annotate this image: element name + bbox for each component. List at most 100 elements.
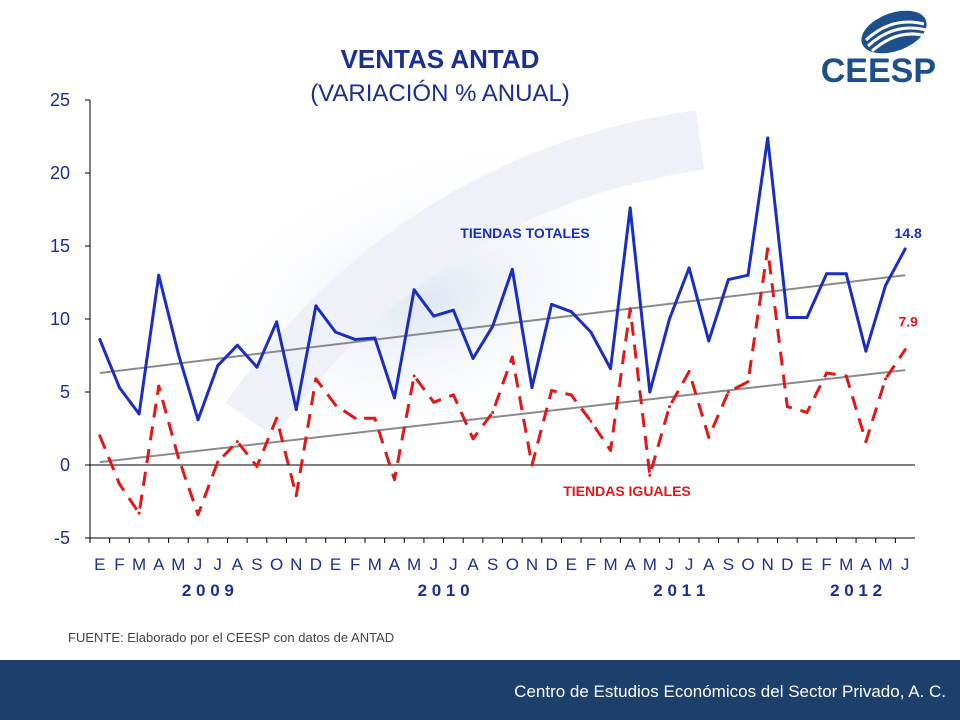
data-point (117, 482, 121, 486)
data-point (707, 339, 711, 343)
data-point (903, 348, 907, 352)
x-tick-label: F (821, 555, 831, 574)
last-value-label: 7.9 (898, 314, 918, 330)
data-point (314, 304, 318, 308)
data-point (648, 473, 652, 477)
x-tick-label: M (407, 555, 421, 574)
x-tick-label: D (310, 555, 322, 574)
x-tick-label: F (350, 555, 360, 574)
data-point (667, 317, 671, 321)
data-point (255, 464, 259, 468)
data-point (98, 337, 102, 341)
data-point (176, 352, 180, 356)
x-tick-label: A (153, 555, 165, 574)
data-point (334, 330, 338, 334)
x-tick-label: S (487, 555, 498, 574)
data-point (766, 136, 770, 140)
year-label: 2 0 1 0 (418, 581, 470, 600)
data-point (117, 386, 121, 390)
data-point (746, 273, 750, 277)
x-tick-label: A (389, 555, 401, 574)
data-point (275, 416, 279, 420)
x-tick-label: O (506, 555, 519, 574)
data-point (176, 456, 180, 460)
data-point (864, 349, 868, 353)
data-point (628, 307, 632, 311)
data-point (314, 377, 318, 381)
data-point (491, 324, 495, 328)
x-tick-label: E (801, 555, 812, 574)
data-point (510, 355, 514, 359)
x-tick-label: A (703, 555, 715, 574)
data-point (373, 416, 377, 420)
x-tick-label: A (232, 555, 244, 574)
x-tick-label: J (430, 555, 439, 574)
data-point (648, 390, 652, 394)
data-point (609, 367, 613, 371)
data-point (609, 448, 613, 452)
data-point (884, 283, 888, 287)
y-tick-label: -5 (54, 528, 70, 548)
data-point (550, 389, 554, 393)
chart-subtitle: (VARIACIÓN % ANUAL) (310, 80, 570, 107)
data-point (726, 390, 730, 394)
y-tick-label: 20 (50, 163, 70, 183)
data-point (707, 435, 711, 439)
x-tick-label: M (171, 555, 185, 574)
data-point (569, 393, 573, 397)
data-point (471, 437, 475, 441)
x-tick-label: N (526, 555, 538, 574)
background-swoosh (178, 110, 705, 464)
data-point (825, 272, 829, 276)
data-point (373, 336, 377, 340)
series-label-totales: TIENDAS TOTALES (460, 225, 589, 241)
y-tick-label: 0 (60, 455, 70, 475)
data-point (196, 513, 200, 517)
data-point (844, 374, 848, 378)
data-point (687, 266, 691, 270)
data-point (805, 410, 809, 414)
data-point (589, 330, 593, 334)
x-tick-label: F (586, 555, 596, 574)
x-tick-label: A (625, 555, 637, 574)
y-tick-label: 15 (50, 236, 70, 256)
data-point (726, 278, 730, 282)
data-point (353, 416, 357, 420)
x-tick-label: D (545, 555, 557, 574)
data-point (392, 396, 396, 400)
trend-line (99, 369, 906, 464)
data-point (884, 377, 888, 381)
data-point (412, 288, 416, 292)
x-tick-label: N (762, 555, 774, 574)
data-point (746, 380, 750, 384)
data-point (157, 384, 161, 388)
data-point (392, 478, 396, 482)
footer-bar: Centro de Estudios Económicos del Sector… (0, 660, 960, 720)
ceesp-logo-icon (861, 10, 927, 54)
year-label: 2 0 1 1 (653, 581, 705, 600)
data-point (294, 494, 298, 498)
y-tick-label: 10 (50, 309, 70, 329)
x-tick-label: M (132, 555, 146, 574)
x-tick-label: E (566, 555, 577, 574)
x-tick-label: S (723, 555, 734, 574)
series-line (98, 136, 907, 422)
x-tick-label: N (290, 555, 302, 574)
x-tick-label: J (194, 555, 203, 574)
x-tick-label: S (251, 555, 262, 574)
organization-name: Centro de Estudios Económicos del Sector… (514, 682, 946, 701)
data-point (432, 314, 436, 318)
data-point (275, 320, 279, 324)
x-tick-label: D (781, 555, 793, 574)
data-point (667, 405, 671, 409)
data-point (334, 403, 338, 407)
data-point (255, 365, 259, 369)
x-tick-label: E (94, 555, 105, 574)
logo-text: CEESP (820, 52, 936, 90)
data-point (628, 206, 632, 210)
year-label: 2 0 1 2 (830, 581, 882, 600)
data-point (451, 308, 455, 312)
data-point (216, 364, 220, 368)
x-tick-label: J (685, 555, 694, 574)
